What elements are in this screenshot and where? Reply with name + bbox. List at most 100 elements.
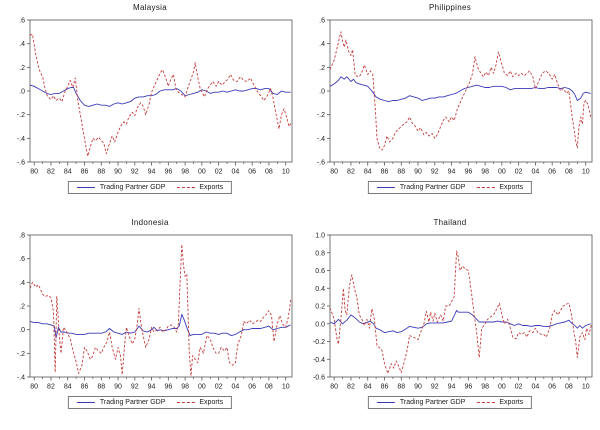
y-tick-label: 1.0 [315,233,325,240]
y-tick-label: .0 [19,327,25,334]
x-tick-label: 08 [265,169,273,176]
y-tick-label: .0 [19,89,25,96]
exports-line-sample-icon [176,187,195,188]
x-tick-label: 06 [548,384,556,391]
y-tick-label: -0.4 [313,357,325,364]
x-tick-label: 90 [414,384,422,391]
x-tick-label: 82 [347,169,355,176]
y-tick-label: .2 [19,304,25,311]
x-tick-label: 00 [198,169,206,176]
x-tick-label: 94 [148,169,156,176]
x-tick-label: 06 [248,169,256,176]
x-tick-label: 02 [215,384,223,391]
x-tick-label: 84 [64,384,72,391]
x-tick-label: 02 [515,384,523,391]
x-tick-label: 82 [47,169,55,176]
y-tick-label: 0.2 [315,304,325,311]
y-tick-label: .2 [319,65,325,72]
y-tick-label: -0.2 [313,339,325,346]
legend-label-exports: Exports [199,399,224,406]
x-tick-label: 86 [81,384,89,391]
chart-title-thailand: Thailand [433,218,467,227]
y-tick-label: -.6 [317,160,325,167]
y-tick-label: -.2 [17,351,25,358]
series-line-exports [29,33,292,157]
x-tick-label: 04 [532,169,540,176]
x-tick-label: 04 [532,384,540,391]
legend-indonesia: Trading Partner GDP Exports [67,396,233,409]
x-tick-label: 06 [248,384,256,391]
x-tick-label: 02 [515,169,523,176]
plot-frame [329,234,593,378]
x-tick-label: 88 [397,169,405,176]
y-tick-label: .6 [19,18,25,25]
exports-line-sample-icon [476,187,495,188]
x-tick-label: 98 [181,384,189,391]
y-tick-label: -.2 [17,112,25,119]
x-tick-label: 90 [414,169,422,176]
y-tick-label: .8 [19,233,25,240]
y-tick-label: .4 [19,41,25,48]
x-tick-label: 80 [330,169,338,176]
line-chart-thailand: 1.0 0.8 0.6 0.4 0.2 0.0 -0.2 -0.4 -0.6 80 82 84 86 88… [313,233,593,391]
y-tick-label: .2 [19,65,25,72]
x-tick-label: 80 [30,169,38,176]
x-tick-label: 94 [148,384,156,391]
series-line-exports [329,31,592,151]
y-tick-label: 0.6 [315,268,325,275]
y-tick-label: -0.6 [313,375,325,382]
x-tick-label: 96 [164,169,172,176]
x-tick-label: 82 [347,384,355,391]
line-chart-malaysia: .6 .4 .2 .0 -.2 -.4 -.6 80 82 84 86 88 90 92 94 96 98 00 0… [17,18,293,176]
y-tick-label: .6 [319,18,325,25]
x-tick-label: 04 [232,384,240,391]
y-tick-label: 0.8 [315,250,325,257]
x-tick-label: 04 [232,169,240,176]
x-tick-label: 00 [198,384,206,391]
y-tick-label: -.4 [317,136,325,143]
legend-label-gdp: Trading Partner GDP [399,184,466,191]
y-tick-label: 0.4 [315,286,325,293]
series-line-trading-partner-gdp [329,76,591,103]
y-tick-label: .6 [19,256,25,263]
x-tick-label: 10 [582,169,590,176]
x-tick-label: 10 [282,169,290,176]
x-tick-label: 88 [97,169,105,176]
y-tick-label: .4 [319,41,325,48]
series-line-exports [329,250,593,374]
x-tick-label: 02 [215,169,223,176]
x-tick-label: 88 [97,384,105,391]
legend-label-gdp: Trading Partner GDP [99,184,166,191]
plot-frame [329,19,593,163]
x-tick-label: 10 [282,384,290,391]
y-tick-label: .4 [19,280,25,287]
x-tick-label: 98 [481,384,489,391]
x-tick-label: 08 [265,384,273,391]
gdp-line-sample-icon [76,402,95,403]
y-tick-label: -.4 [17,136,25,143]
x-tick-label: 92 [431,169,439,176]
x-tick-label: 92 [131,169,139,176]
x-tick-label: 00 [498,384,506,391]
x-tick-label: 80 [30,384,38,391]
y-tick-label: .0 [319,89,325,96]
series-line-trading-partner-gdp [29,313,291,339]
x-tick-label: 82 [47,384,55,391]
x-tick-label: 96 [464,384,472,391]
legend-label-exports: Exports [499,399,524,406]
y-tick-label: 0.0 [315,321,325,328]
x-tick-label: 86 [81,169,89,176]
x-tick-label: 10 [582,384,590,391]
y-tick-label: -.6 [17,160,25,167]
x-tick-label: 84 [364,384,372,391]
legend-philippines: Trading Partner GDP Exports [367,181,533,194]
legend-label-exports: Exports [199,184,224,191]
x-tick-label: 90 [114,384,122,391]
x-tick-label: 98 [481,169,489,176]
x-tick-label: 84 [364,169,372,176]
legend-thailand: Trading Partner GDP Exports [367,396,533,409]
x-tick-label: 86 [381,384,389,391]
plot-frame [29,234,293,378]
x-tick-label: 94 [448,384,456,391]
x-tick-label: 08 [565,169,573,176]
